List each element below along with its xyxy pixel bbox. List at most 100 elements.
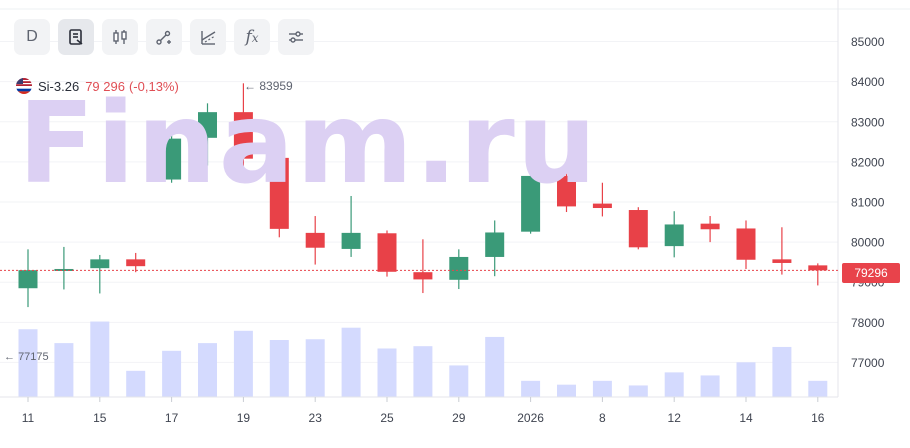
x-tick-label: 8 <box>599 411 606 425</box>
candles-icon <box>111 28 129 46</box>
volume-bar <box>736 362 756 397</box>
candles-button[interactable] <box>102 19 138 55</box>
candle <box>808 263 828 286</box>
candle <box>233 83 253 168</box>
last-price: 79 296 <box>85 78 125 94</box>
volume-arrow-icon: ← <box>4 351 15 363</box>
candle <box>126 252 146 273</box>
candle <box>664 211 684 258</box>
volume-bar <box>664 372 684 397</box>
high-value: 83959 <box>259 79 293 93</box>
notes-icon <box>67 28 85 46</box>
line-tool-icon <box>155 28 173 46</box>
y-tick-label: 84000 <box>851 75 885 89</box>
candle <box>485 220 505 277</box>
volume-bar <box>521 380 541 397</box>
price-change: (-0,13%) <box>128 78 179 94</box>
volume-bar <box>485 336 505 397</box>
candle-body <box>700 223 720 230</box>
candle-body <box>521 175 541 232</box>
candle <box>54 246 74 290</box>
high-marker: ← 83959 <box>244 79 293 93</box>
notes-button[interactable] <box>58 19 94 55</box>
candle <box>628 207 648 250</box>
candle <box>305 216 325 265</box>
candle-body <box>341 232 361 249</box>
candle-body <box>90 259 110 269</box>
volume-bar <box>700 375 720 397</box>
volume-bar <box>449 365 469 397</box>
arrow-left-icon: ← <box>244 79 256 93</box>
x-tick-label: 17 <box>165 411 179 425</box>
x-tick-label: 16 <box>811 411 825 425</box>
volume-bar <box>126 370 146 397</box>
x-tick-label: 25 <box>380 411 394 425</box>
watermark-logo: Finam.ru <box>18 79 599 209</box>
candle-body <box>736 228 756 260</box>
candle <box>198 103 217 166</box>
candle <box>341 195 361 257</box>
x-tick-label: 19 <box>237 411 251 425</box>
ray-tool-button[interactable] <box>190 19 226 55</box>
period-button[interactable]: D <box>14 19 50 55</box>
volume-bar <box>377 348 397 397</box>
candle-body <box>592 203 612 209</box>
candle-body <box>557 175 576 207</box>
candle-body <box>808 265 828 271</box>
ray-tool-icon <box>199 28 217 46</box>
volume-bar <box>772 346 792 397</box>
candle <box>269 157 289 238</box>
candle-body <box>126 259 146 267</box>
volume-bar <box>162 350 182 397</box>
chart-toolbar: D fx <box>14 19 314 55</box>
symbol-name: Si-3.26 <box>38 78 80 94</box>
candle-body <box>233 112 253 159</box>
y-tick-label: 77000 <box>851 356 885 370</box>
candle <box>162 132 182 183</box>
candles <box>18 83 828 308</box>
candle <box>772 227 792 275</box>
candle-body <box>377 233 397 272</box>
x-tick-label: 2026 <box>517 411 544 425</box>
volume-bar <box>628 385 648 397</box>
settings-button[interactable] <box>278 19 314 55</box>
x-tick-label: 11 <box>22 411 35 425</box>
volume-bar <box>557 384 576 397</box>
candle <box>700 216 720 243</box>
volume-bar <box>18 329 38 397</box>
candle-body <box>449 256 469 280</box>
candle-body <box>664 224 684 247</box>
volume-bar <box>54 343 74 397</box>
y-tick-label: 80000 <box>851 236 885 250</box>
y-tick-label: 82000 <box>851 155 885 169</box>
candle <box>521 171 541 234</box>
y-tick-label: 85000 <box>851 35 885 49</box>
volume-bar <box>413 346 433 397</box>
candle <box>377 230 397 277</box>
volume-bar <box>90 321 110 397</box>
period-label: D <box>26 28 38 45</box>
current-price-badge: 79296 <box>842 263 900 283</box>
volume-bar <box>592 380 612 397</box>
sliders-icon <box>287 28 305 46</box>
volume-bar <box>233 330 253 397</box>
symbol-legend: Si-3.26 79 296 (-0,13%) <box>16 78 179 94</box>
indicators-button[interactable]: fx <box>234 19 270 55</box>
candle-body <box>305 232 325 248</box>
candle <box>413 239 433 294</box>
candle-body <box>628 210 648 248</box>
candle-body <box>485 232 505 257</box>
line-tool-button[interactable] <box>146 19 182 55</box>
candle <box>90 254 110 294</box>
volume-bar <box>305 339 325 397</box>
candle-body <box>269 157 289 229</box>
y-tick-label: 81000 <box>851 195 885 209</box>
volume-bars <box>18 321 828 397</box>
candle-body <box>18 270 38 289</box>
volume-marker: ← 77175 <box>4 351 49 363</box>
y-tick-label: 78000 <box>851 316 885 330</box>
x-tick-label: 14 <box>739 411 753 425</box>
function-icon: fx <box>245 27 259 47</box>
candle <box>557 169 576 213</box>
